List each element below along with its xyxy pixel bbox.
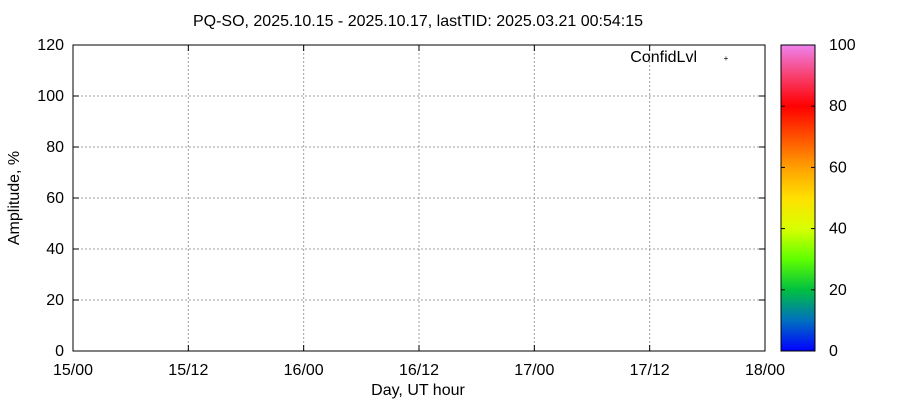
x-tick-label: 16/12 bbox=[399, 362, 439, 379]
chart-title: PQ-SO, 2025.10.15 - 2025.10.17, lastTID:… bbox=[193, 13, 643, 30]
y-tick-label: 0 bbox=[55, 343, 64, 360]
colorbar-tick-label: 0 bbox=[829, 343, 838, 360]
legend-marker: + bbox=[724, 54, 729, 63]
colorbar-tick-label: 20 bbox=[829, 282, 847, 299]
colorbar-tick-label: 40 bbox=[829, 221, 847, 238]
y-tick-label: 40 bbox=[46, 241, 64, 258]
y-tick-label: 60 bbox=[46, 190, 64, 207]
colorbar-tick-label: 100 bbox=[829, 37, 856, 54]
colorbar-tick-label: 80 bbox=[829, 98, 847, 115]
y-tick-label: 100 bbox=[37, 88, 64, 105]
grid bbox=[73, 45, 765, 351]
y-tick-label: 80 bbox=[46, 139, 64, 156]
y-tick-label: 120 bbox=[37, 37, 64, 54]
x-tick-label: 15/12 bbox=[168, 362, 208, 379]
colorbar bbox=[780, 44, 816, 352]
colorbar-tick-label: 60 bbox=[829, 159, 847, 176]
y-tick-label: 20 bbox=[46, 292, 64, 309]
x-tick-label: 16/00 bbox=[284, 362, 324, 379]
x-axis-label: Day, UT hour bbox=[371, 382, 465, 399]
x-tick-label: 18/00 bbox=[745, 362, 785, 379]
x-tick-label: 17/00 bbox=[514, 362, 554, 379]
x-tick-label: 15/00 bbox=[53, 362, 93, 379]
y-axis-label: Amplitude, % bbox=[6, 151, 23, 245]
legend-label: ConfidLvl bbox=[630, 49, 697, 66]
x-tick-label: 17/12 bbox=[630, 362, 670, 379]
